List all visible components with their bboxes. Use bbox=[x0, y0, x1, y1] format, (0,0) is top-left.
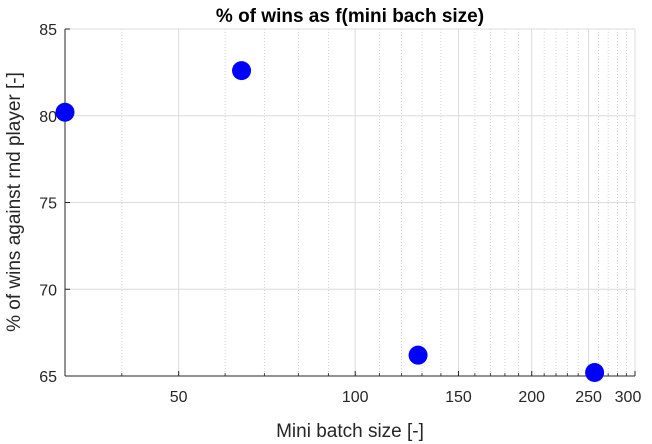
x-tick-label: 50 bbox=[170, 389, 188, 406]
x-tick-label: 100 bbox=[342, 389, 369, 406]
data-point bbox=[585, 363, 605, 383]
y-tick-label: 65 bbox=[39, 369, 57, 386]
y-tick-label: 80 bbox=[39, 109, 57, 126]
x-tick-label: 250 bbox=[575, 389, 602, 406]
data-points bbox=[55, 61, 605, 383]
x-tick-label: 150 bbox=[445, 389, 472, 406]
y-tick-label: 75 bbox=[39, 196, 57, 213]
grid-lines bbox=[65, 28, 636, 377]
axes bbox=[64, 28, 636, 377]
x-tick-label: 300 bbox=[615, 389, 642, 406]
x-tick-labels: 50 100 150 200 250 300 bbox=[170, 389, 642, 406]
data-point bbox=[55, 102, 75, 122]
y-tick-label: 85 bbox=[39, 22, 57, 39]
y-tick-labels: 65 70 75 80 85 bbox=[39, 22, 57, 386]
x-tick-label: 200 bbox=[518, 389, 545, 406]
data-point bbox=[408, 345, 428, 365]
data-point bbox=[232, 61, 252, 81]
chart-title: % of wins as f(mini bach size) bbox=[216, 6, 484, 27]
x-axis-label: Mini batch size [-] bbox=[276, 421, 424, 442]
y-tick-label: 70 bbox=[39, 282, 57, 299]
y-axis-label: % of wins against rnd player [-] bbox=[4, 72, 25, 332]
